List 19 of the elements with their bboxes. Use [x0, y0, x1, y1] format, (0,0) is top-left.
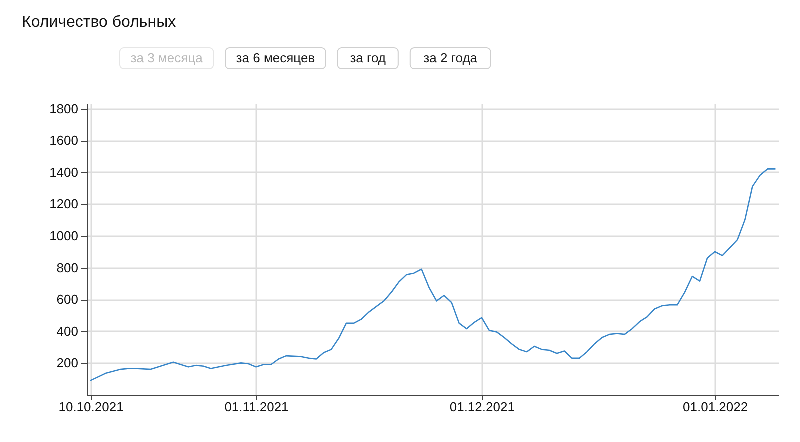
x-tick-label: 10.10.2021: [58, 400, 124, 414]
y-tick-label: 600: [56, 292, 78, 308]
y-tick-label: 200: [56, 356, 78, 371]
text: за 3 месяца: [130, 50, 204, 66]
y-tick-label: 1800: [50, 101, 78, 116]
line-series: [90, 168, 776, 382]
y-tick-label: 1400: [50, 164, 78, 180]
y-tick-label: 1200: [50, 196, 78, 212]
x-tick-label: 01.01.2022: [683, 400, 748, 414]
y-tick-label: 800: [56, 260, 78, 276]
chart-title: Количество больных: [22, 14, 176, 31]
x-tick-label: 01.11.2021: [224, 400, 289, 414]
y-tick-label: 1600: [50, 133, 78, 148]
x-tick-label: 01.12.2021: [450, 400, 515, 414]
y-tick-label: 400: [56, 324, 78, 339]
text: за год: [350, 50, 386, 66]
y-tick-label: 1000: [50, 228, 78, 244]
text: за 6 месяцев: [236, 50, 316, 66]
text: за 2 года: [424, 50, 478, 66]
